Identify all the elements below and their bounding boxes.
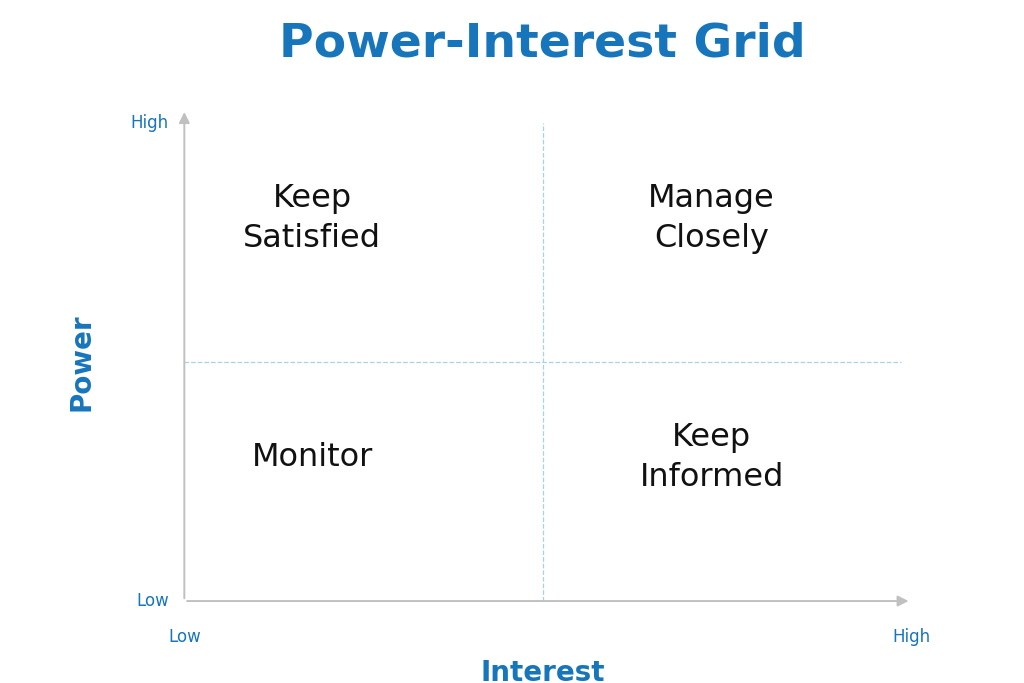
Text: Monitor: Monitor <box>252 442 373 473</box>
Text: Keep
Satisfied: Keep Satisfied <box>244 183 381 254</box>
Text: Low: Low <box>136 592 169 610</box>
Text: Low: Low <box>168 628 201 646</box>
Text: High: High <box>131 114 169 132</box>
Text: Keep
Informed: Keep Informed <box>640 422 783 493</box>
Text: High: High <box>892 628 931 646</box>
Text: Manage
Closely: Manage Closely <box>648 183 775 254</box>
Text: Interest: Interest <box>480 659 605 683</box>
Text: Power-Interest Grid: Power-Interest Grid <box>280 22 806 67</box>
Text: Power: Power <box>68 313 96 410</box>
